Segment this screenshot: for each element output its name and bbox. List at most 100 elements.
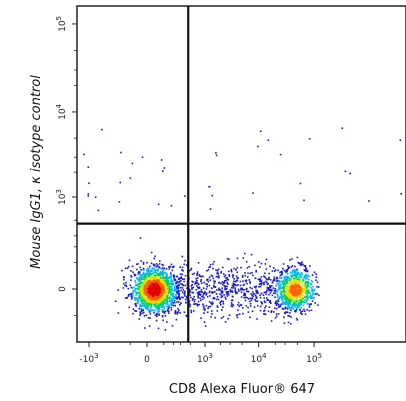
- event-dot: [142, 294, 145, 296]
- event-dot: [137, 286, 140, 288]
- event-dot: [284, 298, 286, 300]
- event-dot: [300, 288, 303, 291]
- event-dot: [153, 304, 156, 306]
- event-dot: [284, 287, 286, 290]
- event-dot: [296, 319, 299, 321]
- event-dot: [154, 293, 157, 295]
- event-dot: [149, 297, 152, 300]
- event-dot: [178, 281, 180, 284]
- event-dot: [228, 314, 231, 316]
- event-dot: [214, 316, 216, 319]
- event-dot: [249, 282, 252, 284]
- event-dot: [177, 307, 179, 310]
- event-dot: [129, 177, 132, 179]
- event-dot: [167, 308, 169, 311]
- event-dot: [308, 306, 311, 308]
- event-dot: [153, 266, 156, 269]
- event-dot: [150, 306, 153, 308]
- event-dot: [190, 267, 193, 270]
- event-dot: [125, 282, 127, 284]
- event-dot: [156, 278, 159, 281]
- event-dot: [230, 305, 233, 307]
- event-dot: [166, 281, 168, 283]
- event-dot: [193, 295, 195, 298]
- event-dot: [133, 289, 135, 292]
- event-dot: [268, 293, 270, 296]
- event-dot: [186, 287, 188, 289]
- event-dot: [298, 276, 301, 279]
- event-dot: [290, 306, 293, 308]
- event-dot: [201, 298, 204, 301]
- event-dot: [207, 307, 209, 309]
- event-dot: [311, 290, 313, 292]
- event-dot: [163, 296, 165, 299]
- event-dot: [94, 196, 97, 198]
- event-dot: [156, 292, 158, 295]
- event-dot: [291, 283, 293, 285]
- event-dot: [233, 278, 235, 280]
- event-dot: [291, 297, 294, 300]
- event-dot: [278, 296, 281, 299]
- event-dot: [305, 296, 307, 299]
- event-dot: [218, 289, 220, 291]
- event-dot: [159, 296, 162, 299]
- event-dot: [165, 272, 167, 275]
- event-dot: [189, 294, 191, 296]
- event-dot: [294, 296, 296, 298]
- event-dot: [226, 295, 229, 297]
- event-dot: [306, 296, 309, 298]
- event-dot: [209, 208, 212, 210]
- event-dot: [222, 273, 225, 275]
- event-dot: [194, 299, 196, 301]
- event-dot: [208, 266, 210, 269]
- event-dot: [234, 291, 237, 293]
- event-dot: [298, 305, 300, 308]
- event-dot: [171, 298, 174, 301]
- event-dot: [301, 276, 303, 279]
- event-dot: [132, 290, 134, 293]
- event-dot: [292, 287, 294, 289]
- event-dot: [295, 288, 297, 291]
- event-dot: [158, 274, 160, 277]
- event-dot: [219, 302, 221, 304]
- event-dot: [224, 296, 226, 299]
- event-dot: [341, 127, 344, 129]
- event-dot: [158, 280, 161, 282]
- event-dot: [290, 283, 292, 285]
- event-dot: [278, 286, 280, 289]
- event-dot: [226, 278, 229, 281]
- event-dot: [182, 284, 185, 287]
- event-dot: [297, 292, 299, 295]
- event-dot: [170, 299, 172, 302]
- event-dot: [283, 295, 286, 297]
- event-dot: [283, 291, 285, 293]
- event-dot: [170, 297, 173, 300]
- event-dot: [161, 277, 164, 279]
- event-dot: [145, 283, 147, 286]
- event-dot: [299, 297, 302, 300]
- event-dot: [299, 296, 301, 299]
- event-dot: [254, 264, 256, 267]
- event-dot: [139, 295, 141, 298]
- event-dot: [165, 300, 167, 303]
- event-dot: [140, 281, 143, 284]
- event-dot: [223, 294, 225, 296]
- event-dot: [162, 274, 164, 277]
- event-dot: [213, 282, 216, 285]
- event-dot: [155, 286, 158, 289]
- event-dot: [304, 284, 307, 287]
- event-dot: [243, 294, 245, 297]
- event-dot: [151, 270, 153, 272]
- event-dot: [151, 267, 153, 269]
- event-dot: [161, 291, 164, 294]
- event-dot: [146, 269, 148, 271]
- event-dot: [146, 288, 148, 290]
- event-dot: [167, 279, 169, 282]
- event-dot: [288, 287, 290, 290]
- event-dot: [268, 306, 271, 308]
- event-dot: [270, 302, 272, 304]
- event-dot: [289, 308, 291, 310]
- event-dot: [278, 284, 281, 287]
- event-dot: [153, 264, 156, 266]
- event-dot: [232, 274, 234, 276]
